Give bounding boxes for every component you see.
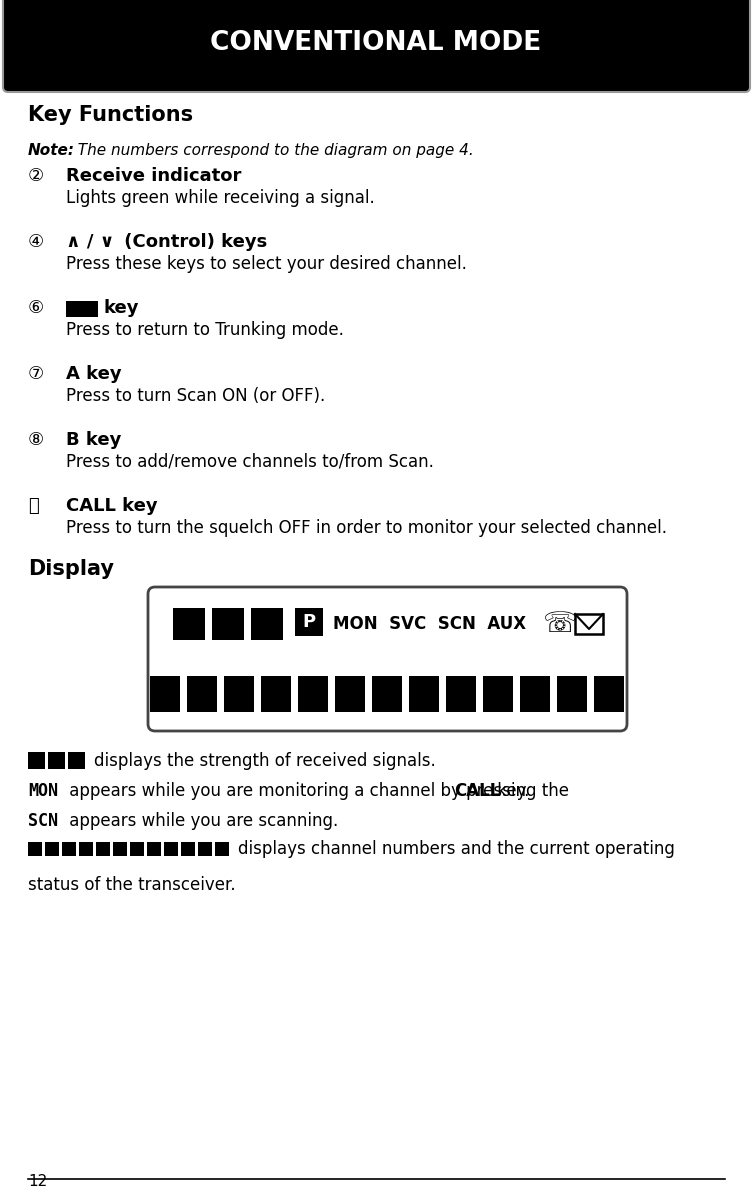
Bar xyxy=(187,676,218,712)
Bar xyxy=(224,676,255,712)
Text: ⑪: ⑪ xyxy=(28,497,38,515)
Text: Key Functions: Key Functions xyxy=(28,104,193,125)
Bar xyxy=(173,608,205,640)
Text: ⑦: ⑦ xyxy=(28,365,44,383)
Bar xyxy=(28,842,42,856)
Bar xyxy=(66,301,98,317)
Bar xyxy=(48,752,65,769)
Text: key: key xyxy=(104,299,139,317)
Text: key.: key. xyxy=(492,782,529,800)
Text: P: P xyxy=(303,613,316,631)
Bar xyxy=(181,842,195,856)
Bar xyxy=(62,842,76,856)
Text: Press these keys to select your desired channel.: Press these keys to select your desired … xyxy=(66,255,467,273)
Text: ⑥: ⑥ xyxy=(28,299,44,317)
Bar xyxy=(520,676,550,712)
Text: 12: 12 xyxy=(28,1175,47,1189)
Text: ☏: ☏ xyxy=(543,610,578,638)
Bar xyxy=(575,614,603,634)
Text: displays the strength of received signals.: displays the strength of received signal… xyxy=(94,752,436,770)
Text: MON  SVC  SCN  AUX: MON SVC SCN AUX xyxy=(333,615,526,633)
Bar xyxy=(251,608,283,640)
Text: Press to turn Scan ON (or OFF).: Press to turn Scan ON (or OFF). xyxy=(66,387,325,405)
Text: A key: A key xyxy=(66,365,122,383)
Bar xyxy=(557,676,587,712)
Bar xyxy=(336,676,365,712)
Bar xyxy=(212,608,244,640)
Text: MON: MON xyxy=(28,782,58,800)
Bar xyxy=(595,676,624,712)
Bar xyxy=(28,752,45,769)
Text: Note:: Note: xyxy=(28,143,75,159)
Bar xyxy=(45,842,59,856)
Bar xyxy=(130,842,144,856)
Text: CONVENTIONAL MODE: CONVENTIONAL MODE xyxy=(210,30,541,55)
Text: ②: ② xyxy=(28,167,44,185)
Bar xyxy=(261,676,291,712)
Bar xyxy=(410,676,440,712)
Text: Press to add/remove channels to/from Scan.: Press to add/remove channels to/from Sca… xyxy=(66,453,434,471)
Text: Display: Display xyxy=(28,558,114,579)
Bar xyxy=(295,608,323,637)
Text: ④: ④ xyxy=(28,233,44,251)
Text: Press to turn the squelch OFF in order to monitor your selected channel.: Press to turn the squelch OFF in order t… xyxy=(66,519,667,537)
Text: appears while you are monitoring a channel by pressing the: appears while you are monitoring a chann… xyxy=(64,782,575,800)
Text: Lights green while receiving a signal.: Lights green while receiving a signal. xyxy=(66,189,375,207)
Bar xyxy=(151,676,181,712)
Text: SCN: SCN xyxy=(28,812,58,830)
Text: B key: B key xyxy=(66,431,121,449)
Text: ∧ / ∨: ∧ / ∨ xyxy=(66,233,114,251)
Text: CALL: CALL xyxy=(454,782,501,800)
FancyBboxPatch shape xyxy=(3,0,750,92)
FancyBboxPatch shape xyxy=(148,587,627,731)
Bar xyxy=(373,676,403,712)
Bar xyxy=(96,842,110,856)
Text: Receive indicator: Receive indicator xyxy=(66,167,242,185)
Bar xyxy=(483,676,514,712)
Bar xyxy=(198,842,212,856)
Text: CALL key: CALL key xyxy=(66,497,157,515)
Text: (Control) keys: (Control) keys xyxy=(118,233,267,251)
Bar xyxy=(164,842,178,856)
Text: displays channel numbers and the current operating: displays channel numbers and the current… xyxy=(238,839,675,858)
Text: The numbers correspond to the diagram on page 4.: The numbers correspond to the diagram on… xyxy=(68,143,474,159)
Text: Press to return to Trunking mode.: Press to return to Trunking mode. xyxy=(66,321,344,339)
Bar xyxy=(447,676,477,712)
Text: status of the transceiver.: status of the transceiver. xyxy=(28,876,236,894)
Bar xyxy=(298,676,328,712)
Bar xyxy=(147,842,161,856)
Bar xyxy=(113,842,127,856)
Bar xyxy=(79,842,93,856)
Bar xyxy=(215,842,229,856)
Text: ⑧: ⑧ xyxy=(28,431,44,449)
Bar xyxy=(68,752,85,769)
Text: appears while you are scanning.: appears while you are scanning. xyxy=(64,812,338,830)
